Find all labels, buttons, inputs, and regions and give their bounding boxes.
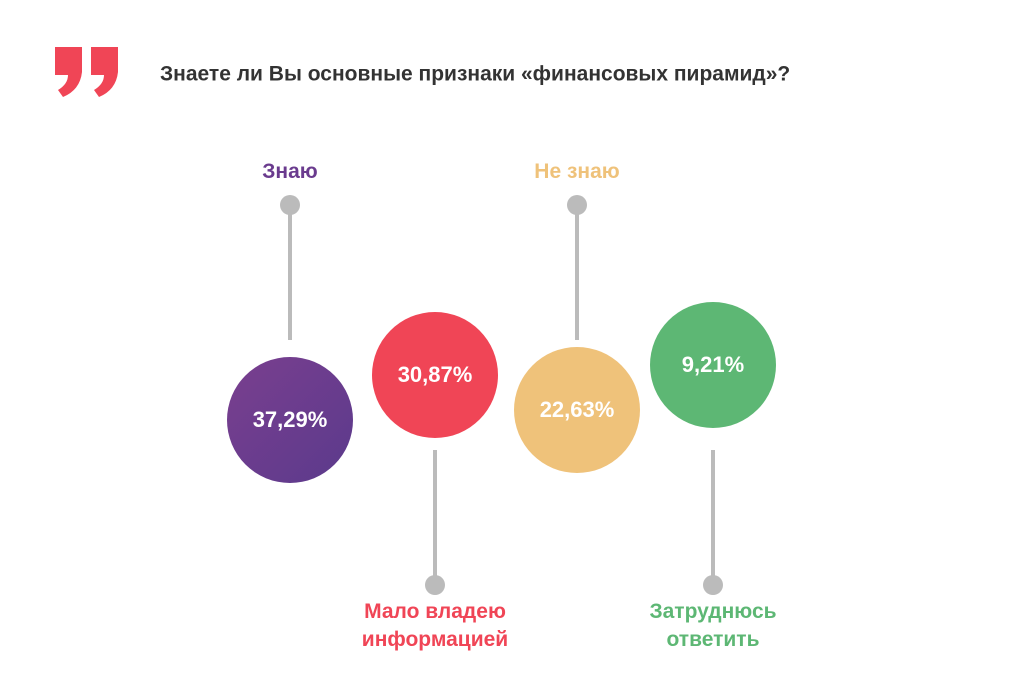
bubble <box>650 302 776 428</box>
quote-icon <box>55 47 118 97</box>
stem-dot <box>280 195 300 215</box>
category-label: Затруднюсь ответить <box>649 600 777 651</box>
stem-dot <box>425 575 445 595</box>
category-label: Знаю <box>262 160 318 183</box>
stem-dot <box>567 195 587 215</box>
bubble <box>372 312 498 438</box>
stem-dot <box>703 575 723 595</box>
value-label: 22,63% <box>540 397 615 422</box>
category-label: Мало владею информацией <box>361 600 509 651</box>
bubble <box>227 357 353 483</box>
chart-title: Знаете ли Вы основные признаки «финансов… <box>160 63 790 86</box>
category-label: Не знаю <box>534 160 620 183</box>
value-label: 9,21% <box>682 352 744 377</box>
bubble <box>514 347 640 473</box>
value-label: 37,29% <box>253 407 328 432</box>
value-label: 30,87% <box>398 362 473 387</box>
